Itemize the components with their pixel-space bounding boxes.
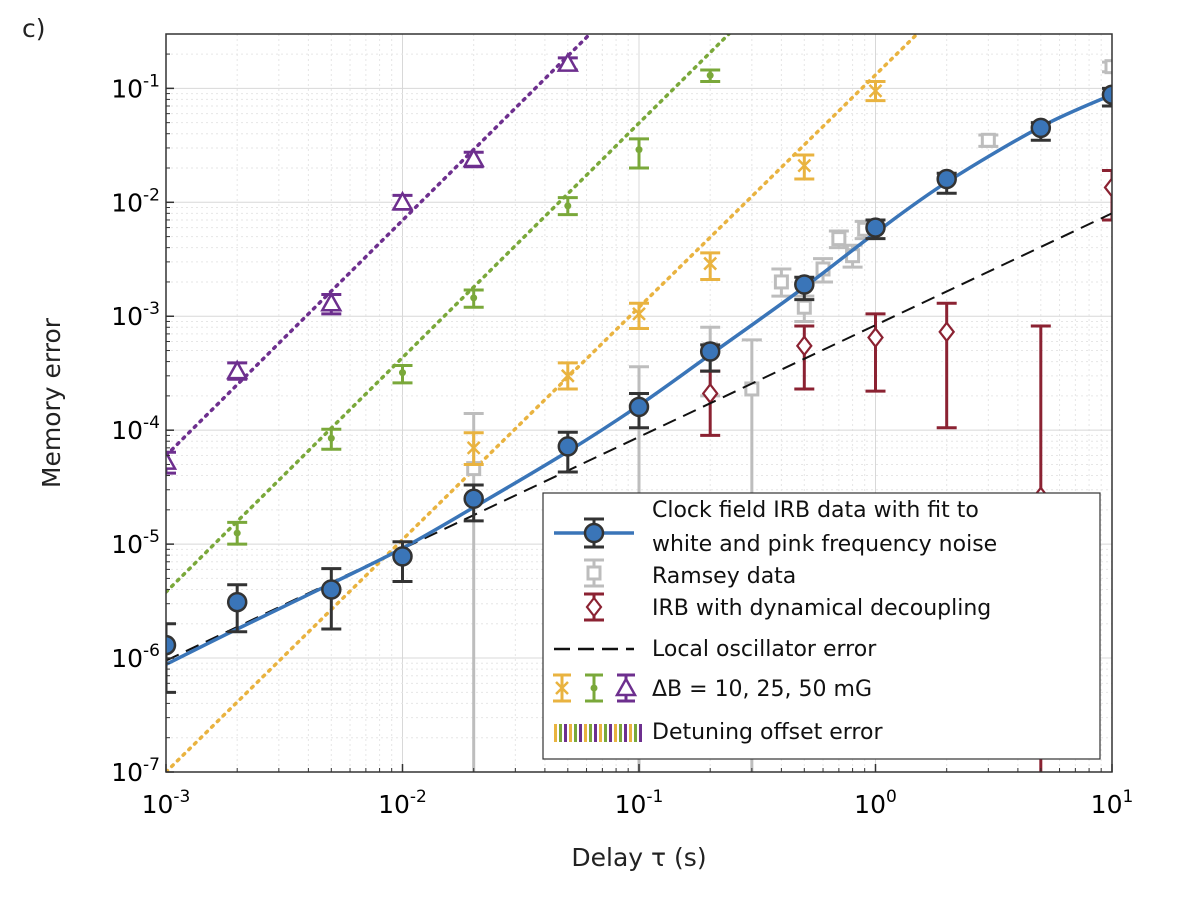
- y-tick-label: 10-2: [111, 185, 160, 217]
- ramsey-point: [980, 132, 996, 148]
- db25-point: [399, 369, 406, 377]
- legend-label: IRB with dynamical decoupling: [652, 596, 991, 621]
- x-tick-label: 100: [854, 787, 897, 819]
- irb-point: [321, 579, 342, 600]
- y-tick-label: 10-5: [111, 527, 160, 559]
- db50-point: [391, 190, 414, 211]
- x-tick-label: 10-1: [615, 787, 664, 819]
- dd-point: [1103, 176, 1112, 199]
- db10-point: [466, 440, 481, 455]
- irb-point: [865, 217, 886, 238]
- legend-label: Local oscillator error: [652, 637, 877, 662]
- ramsey-point: [831, 231, 847, 247]
- irb-errorbar: [166, 622, 176, 694]
- detuning-line-db10: [166, 34, 919, 772]
- legend-entry-db: ΔB = 10, 25, 50 mG: [553, 673, 872, 703]
- dd-errorbar: [1102, 169, 1112, 222]
- legend-dd-marker: [585, 596, 603, 618]
- y-tick-label: 10-1: [111, 71, 160, 103]
- db50-errorbar: [166, 450, 176, 475]
- db10-errorbar: [700, 251, 721, 282]
- legend-db10-marker: [555, 681, 569, 695]
- db10-point: [797, 158, 812, 173]
- x-tick-label: 10-3: [142, 787, 191, 819]
- irb-point: [936, 168, 957, 190]
- db10-errorbar: [629, 301, 649, 331]
- ramsey-point: [796, 299, 812, 315]
- db25-point: [564, 202, 572, 210]
- ramsey-point: [1104, 59, 1112, 75]
- legend-label: ΔB = 10, 25, 50 mG: [652, 677, 872, 702]
- ramsey-point: [773, 274, 789, 290]
- db50-point: [226, 359, 249, 380]
- db10-point: [703, 256, 718, 271]
- irb-point: [1101, 84, 1112, 105]
- db10-point: [868, 84, 883, 98]
- irb-point: [392, 546, 413, 567]
- legend-label: white and pink frequency noise: [652, 532, 997, 557]
- x-tick-label: 101: [1091, 787, 1134, 819]
- legend-ramsey-marker: [586, 565, 602, 581]
- db50-point: [320, 291, 343, 312]
- legend-db25-marker: [590, 684, 598, 692]
- irb-point: [463, 488, 484, 510]
- legend-label: Clock field IRB data with fit to: [652, 498, 979, 523]
- irb-point: [1030, 117, 1052, 139]
- legend-entry-dd: IRB with dynamical decoupling: [584, 592, 991, 622]
- legend-irb-marker: [583, 522, 605, 544]
- db50-point: [556, 52, 579, 72]
- y-tick-label: 10-3: [111, 299, 160, 331]
- y-tick-label: 10-4: [111, 413, 160, 445]
- irb-point: [166, 634, 177, 656]
- legend: Clock field IRB data with fit to white an…: [542, 492, 1101, 760]
- x-axis-label: Delay τ (s): [571, 843, 706, 872]
- ticks: 10-3 10-2 10-1 100 101 10-7 10-6 10-5 10-4 10-3 10…: [111, 53, 1134, 819]
- db25-point: [706, 71, 714, 79]
- dd-point: [867, 326, 884, 349]
- db25-point: [635, 146, 643, 154]
- db25-point: [327, 434, 335, 442]
- db25-point: [470, 294, 478, 302]
- y-tick-label: 10-7: [111, 755, 160, 787]
- dd-point: [701, 382, 719, 405]
- dd-point: [795, 335, 813, 357]
- legend-box: [542, 492, 1101, 760]
- legend-label: Ramsey data: [652, 564, 796, 589]
- db50-point: [462, 147, 485, 168]
- x-tick-label: 10-2: [378, 787, 427, 819]
- db10-point: [632, 306, 646, 321]
- y-axis-label: Memory error: [37, 317, 66, 488]
- legend-db50-marker: [614, 676, 638, 697]
- panel-label: c): [22, 14, 46, 43]
- db10-point: [560, 368, 575, 383]
- irb-point: [699, 341, 721, 362]
- legend-entry-irb: Clock field IRB data with fit to white an…: [554, 498, 997, 557]
- y-tick-label: 10-6: [111, 641, 160, 673]
- legend-entry-detune: Detuning offset error: [554, 720, 883, 745]
- db25-errorbar: [629, 137, 649, 170]
- legend-entry-lo: Local oscillator error: [554, 637, 877, 662]
- irb-point: [794, 274, 815, 295]
- legend-entry-ramsey: Ramsey data: [584, 558, 796, 589]
- detuning-line-db50: [166, 34, 592, 458]
- irb-point: [226, 591, 248, 613]
- db25-point: [233, 529, 241, 537]
- legend-label: Detuning offset error: [652, 720, 883, 745]
- dd-point: [938, 321, 956, 343]
- dd-errorbar: [865, 312, 886, 393]
- irb-point: [628, 396, 650, 418]
- irb-point: [557, 436, 579, 457]
